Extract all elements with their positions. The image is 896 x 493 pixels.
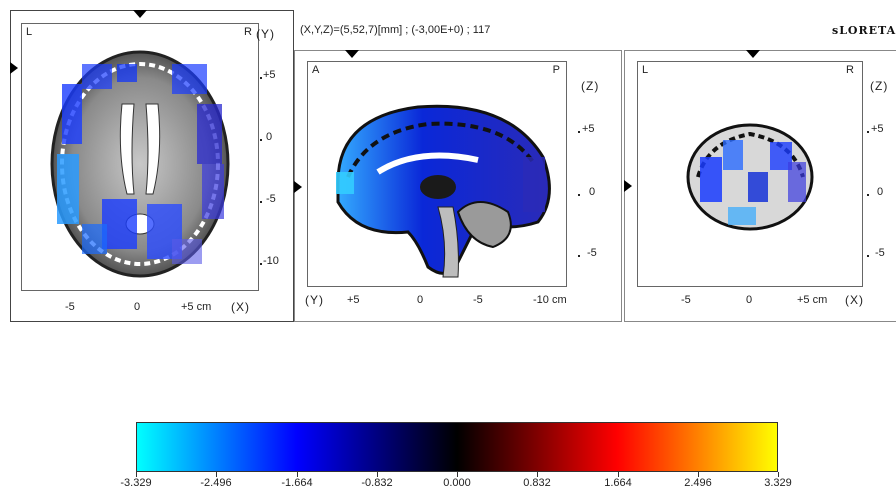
- axial-tick-mark: [260, 263, 262, 265]
- axial-cursor-marker-top[interactable]: [133, 10, 147, 18]
- axial-x-tick: 0: [134, 301, 141, 313]
- colorbar-label: -2.496: [200, 477, 232, 489]
- sagittal-tick-mark: [578, 255, 580, 257]
- colorbar-label: 0.000: [443, 477, 471, 489]
- coronal-tick-mark: [867, 194, 869, 196]
- axial-y-tick: +5: [263, 69, 276, 81]
- coronal-left-label: L: [642, 64, 649, 76]
- sagittal-y-tick: -10 cm: [533, 294, 567, 306]
- sagittal-posterior-label: P: [552, 64, 560, 76]
- sagittal-z-tick: 0: [589, 186, 596, 198]
- coronal-z-tick: -5: [875, 247, 885, 259]
- colorbar-tick-mark: [537, 472, 538, 477]
- coronal-tick-mark: [867, 255, 869, 257]
- colorbar-tick-mark: [297, 472, 298, 477]
- coronal-right-label: R: [846, 64, 854, 76]
- coronal-x-tick: -5: [681, 294, 691, 306]
- axial-x-tick: +5 cm: [181, 301, 212, 313]
- coronal-z-tick: +5: [871, 123, 884, 135]
- sagittal-brain-slice[interactable]: [308, 62, 567, 287]
- sagittal-view-panel[interactable]: A P (Z) +5 0 -5 (Y) +5 0 -5 -10 cm: [294, 50, 622, 322]
- axial-cursor-marker-left[interactable]: [10, 62, 18, 74]
- colorbar-label: -0.832: [361, 477, 393, 489]
- sagittal-z-tick: +5: [582, 123, 595, 135]
- coronal-vertical-axis-name: (Z): [870, 79, 889, 93]
- colorbar-label: 0.832: [523, 477, 551, 489]
- sagittal-y-tick: +5: [347, 294, 360, 306]
- axial-y-tick: -5: [266, 193, 276, 205]
- coronal-image-frame[interactable]: L R: [637, 61, 863, 287]
- colorbar-tick-mark: [457, 472, 458, 477]
- axial-horizontal-axis-name: (X): [231, 300, 250, 314]
- colorbar-tick-mark: [216, 472, 217, 477]
- colorbar-tick-mark: [136, 472, 137, 477]
- coronal-tick-mark: [867, 131, 869, 133]
- coronal-x-tick: 0: [746, 294, 753, 306]
- axial-vertical-axis-name: (Y): [256, 27, 275, 41]
- coronal-z-tick: 0: [877, 186, 884, 198]
- sagittal-tick-mark: [578, 131, 580, 133]
- colorbar-tick-mark: [377, 472, 378, 477]
- coronal-x-tick: +5 cm: [797, 294, 828, 306]
- sagittal-cursor-marker-left[interactable]: [294, 181, 302, 193]
- coronal-cursor-marker-top[interactable]: [746, 50, 760, 58]
- axial-tick-mark: [260, 77, 262, 79]
- app-title: sLORETA: [832, 24, 896, 37]
- colorbar-tick-mark: [618, 472, 619, 477]
- axial-tick-mark: [260, 201, 262, 203]
- colorbar-label: 2.496: [684, 477, 712, 489]
- axial-left-label: L: [26, 26, 33, 38]
- sagittal-vertical-axis-name: (Z): [581, 79, 600, 93]
- coronal-brain-slice[interactable]: [638, 62, 863, 287]
- coronal-horizontal-axis-name: (X): [845, 293, 864, 307]
- sagittal-anterior-label: A: [312, 64, 320, 76]
- axial-right-label: R: [244, 26, 252, 38]
- sagittal-horizontal-axis-name: (Y): [305, 293, 324, 307]
- axial-image-frame[interactable]: L R: [21, 23, 259, 291]
- sagittal-image-frame[interactable]: A P: [307, 61, 567, 287]
- colorbar: [136, 422, 778, 472]
- colorbar-label: -3.329: [120, 477, 152, 489]
- sagittal-y-tick: 0: [417, 294, 424, 306]
- coord-readout: (X,Y,Z)=(5,52,7)[mm] ; (-3,00E+0) ; 117: [300, 24, 491, 36]
- axial-view-panel[interactable]: L R: [10, 10, 294, 322]
- sagittal-cursor-marker-top[interactable]: [345, 50, 359, 58]
- colorbar-label: 3.329: [764, 477, 792, 489]
- axial-brain-slice[interactable]: [22, 24, 259, 291]
- sagittal-z-tick: -5: [587, 247, 597, 259]
- coronal-view-panel[interactable]: L R (Z) +5 0 -5 -5 0 +5 cm (X): [624, 50, 896, 322]
- colorbar-tick-mark: [698, 472, 699, 477]
- axial-tick-mark: [260, 139, 262, 141]
- sagittal-y-tick: -5: [473, 294, 483, 306]
- coronal-cursor-marker-left[interactable]: [624, 180, 632, 192]
- axial-y-tick: -10: [263, 255, 279, 267]
- colorbar-label: 1.664: [604, 477, 632, 489]
- colorbar-tick-mark: [778, 472, 779, 477]
- sagittal-tick-mark: [578, 194, 580, 196]
- axial-y-tick: 0: [266, 131, 273, 143]
- colorbar-label: -1.664: [281, 477, 313, 489]
- axial-x-tick: -5: [65, 301, 75, 313]
